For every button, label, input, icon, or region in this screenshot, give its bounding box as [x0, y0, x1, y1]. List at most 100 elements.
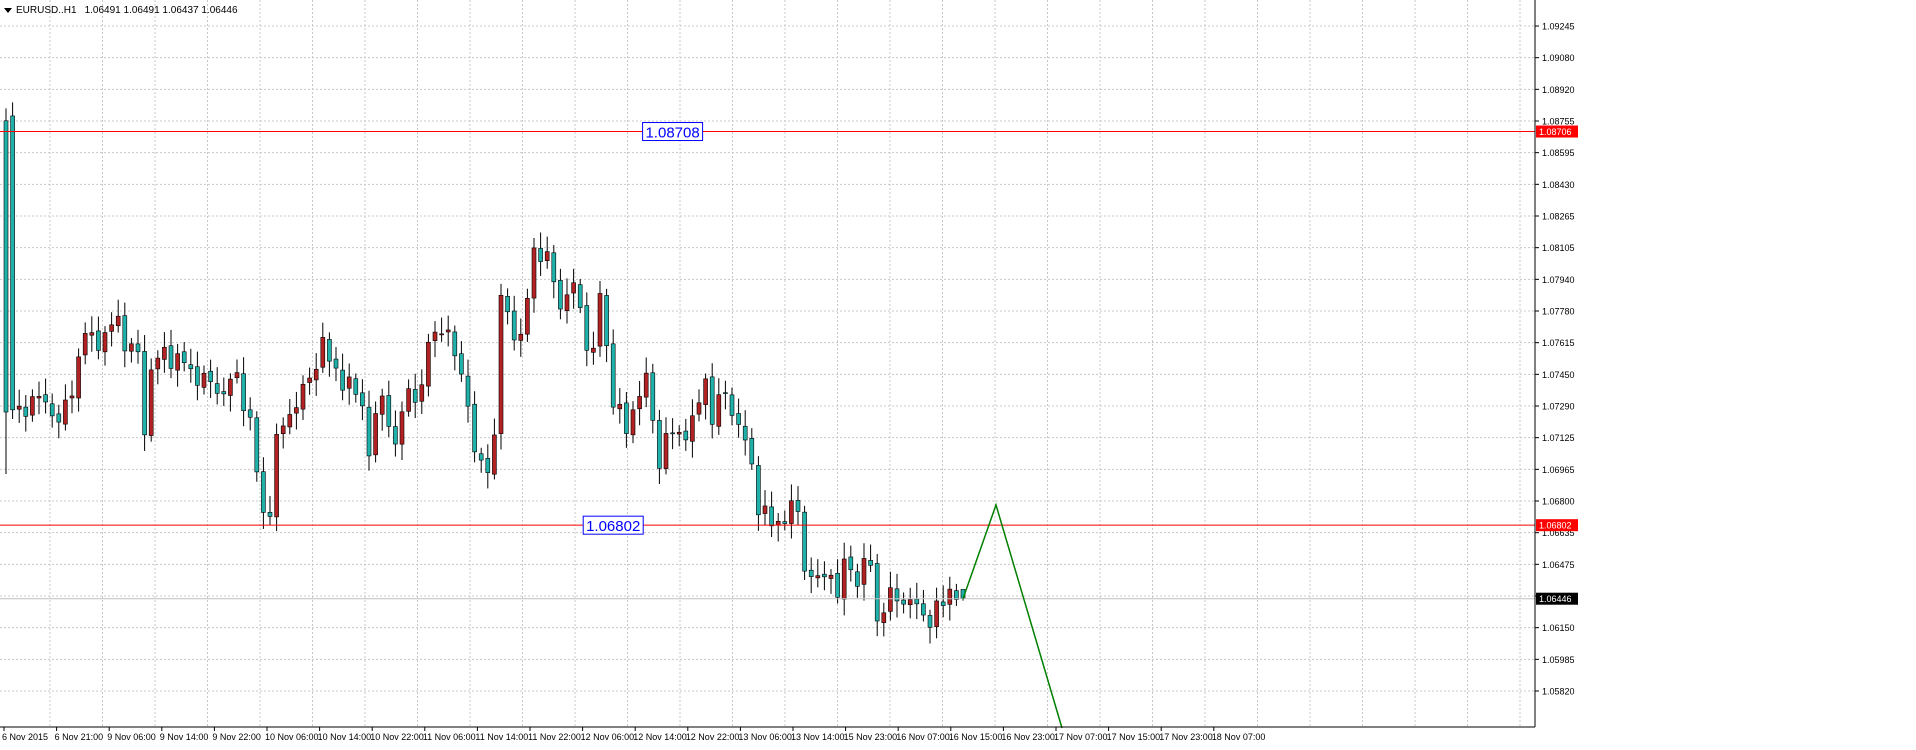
- candle-body: [874, 563, 880, 622]
- x-tick-label: 9 Nov 22:00: [212, 732, 261, 742]
- candle-body: [36, 396, 42, 399]
- candle-body: [419, 384, 425, 402]
- y-tick-label: 1.07780: [1542, 307, 1575, 317]
- candle-body: [927, 615, 933, 628]
- candle-body: [670, 432, 675, 435]
- candle-body: [756, 465, 761, 516]
- y-tick-label: 1.07125: [1542, 433, 1575, 443]
- symbol-header: EURUSD..H1 1.06491 1.06491 1.06437 1.064…: [0, 2, 238, 18]
- candle-body: [30, 396, 35, 416]
- x-tick-label: 11 Nov 22:00: [528, 732, 581, 742]
- candle-body: [683, 430, 689, 441]
- candle-body: [129, 343, 134, 352]
- candle-body: [643, 372, 649, 398]
- candle-body: [597, 293, 603, 347]
- candle-body: [492, 434, 497, 475]
- candle-body: [630, 409, 636, 436]
- candle-body: [723, 392, 728, 394]
- candle-body: [181, 351, 187, 364]
- candle-body: [637, 396, 642, 410]
- candle-body: [828, 574, 834, 579]
- x-tick-label: 17 Nov 15:00: [1107, 732, 1161, 742]
- candle-body: [505, 296, 510, 313]
- candle-body: [934, 600, 939, 627]
- candle-body: [478, 453, 484, 461]
- candle-body: [690, 415, 695, 442]
- symbol-label: EURUSD..H1: [16, 4, 77, 16]
- candle-body: [954, 590, 959, 600]
- candle-body: [716, 394, 722, 427]
- candle-body: [379, 395, 385, 415]
- candle-body: [676, 431, 682, 435]
- level-label-box: [642, 122, 704, 142]
- candle-body: [822, 573, 827, 578]
- candle-body: [89, 332, 95, 336]
- candle-body: [703, 378, 708, 405]
- candle-body: [346, 376, 352, 389]
- candle-body: [749, 438, 755, 465]
- candle-body: [115, 315, 121, 327]
- candle-body: [465, 375, 471, 407]
- candle-body: [148, 369, 154, 436]
- candle-body: [742, 425, 748, 441]
- candle-body: [135, 343, 141, 353]
- candle-body: [195, 366, 200, 386]
- candle-body: [393, 426, 398, 445]
- candle-body: [940, 601, 946, 606]
- candle-body: [63, 399, 68, 425]
- y-tick-label: 1.06800: [1542, 497, 1575, 507]
- candle-body: [274, 434, 279, 518]
- ohlc-readout: 1.06491 1.06491 1.06437 1.06446: [84, 4, 238, 16]
- candle-body: [511, 310, 517, 341]
- candle-body: [815, 575, 821, 579]
- level-axis-tag: [1536, 125, 1578, 138]
- x-tick-label: 12 Nov 06:00: [581, 732, 635, 742]
- level-axis-tag-label: 1.06802: [1539, 521, 1572, 531]
- candle-body: [789, 500, 794, 524]
- x-tick-label: 13 Nov 14:00: [791, 732, 845, 742]
- candle-body: [76, 356, 81, 399]
- candle-body: [43, 394, 48, 403]
- candle-body: [452, 331, 458, 357]
- candle-body: [782, 521, 788, 524]
- candle-body: [901, 599, 906, 605]
- candle-body: [907, 599, 913, 606]
- candle-body: [340, 369, 345, 391]
- candle-body: [175, 353, 180, 371]
- y-tick-label: 1.08755: [1542, 117, 1575, 127]
- candle-body: [841, 558, 847, 600]
- level-label: 1.06802: [586, 518, 640, 535]
- candle-body: [439, 333, 444, 336]
- candle-body: [320, 337, 326, 368]
- candle-body: [267, 512, 273, 517]
- candle-body: [531, 247, 537, 299]
- candle-body: [861, 558, 867, 585]
- candle-body: [729, 394, 735, 416]
- candle-body: [221, 391, 227, 395]
- candle-body: [604, 295, 609, 347]
- candle-body: [709, 376, 715, 425]
- candle-body: [498, 294, 504, 434]
- level-axis-tag: [1536, 519, 1578, 532]
- candle-body: [485, 458, 491, 473]
- candle-body: [155, 357, 161, 370]
- chevron-down-icon[interactable]: [4, 7, 12, 13]
- candle-body: [584, 305, 590, 351]
- candle-body: [459, 353, 464, 375]
- x-tick-label: 17 Nov 07:00: [1054, 732, 1108, 742]
- candle-body: [366, 406, 372, 457]
- candle-body: [914, 598, 920, 605]
- x-tick-label: 16 Nov 15:00: [949, 732, 1003, 742]
- candle-body: [82, 333, 88, 356]
- y-tick-label: 1.09245: [1542, 22, 1575, 32]
- candle-body: [657, 420, 662, 469]
- y-tick-label: 1.08920: [1542, 85, 1575, 95]
- candle-body: [333, 358, 339, 369]
- candle-body: [56, 413, 62, 423]
- candle-body: [188, 364, 194, 370]
- candle-body: [577, 284, 583, 308]
- candle-body: [802, 511, 807, 572]
